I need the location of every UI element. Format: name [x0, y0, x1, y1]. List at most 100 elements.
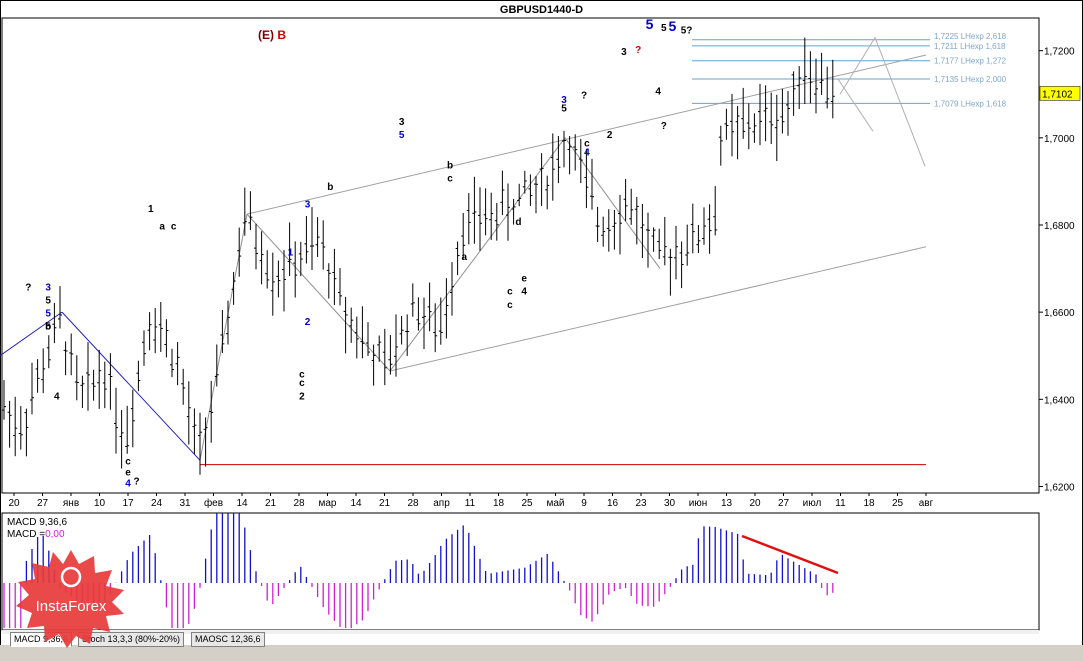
ohlc-bar	[153, 308, 158, 354]
ohlc-bar	[550, 133, 555, 201]
wave-label: 1	[148, 204, 154, 215]
ohlc-bar	[181, 368, 186, 405]
chart-title: GBPUSD1440-D	[500, 4, 583, 16]
ohlc-bar	[601, 216, 606, 247]
ohlc-bar	[80, 375, 85, 408]
wave-label: d	[515, 217, 521, 228]
ohlc-bar	[192, 408, 197, 455]
ohlc-bar	[142, 330, 146, 366]
ohlc-bar	[293, 241, 298, 298]
ohlc-bar	[237, 227, 242, 277]
wave-label: e	[125, 468, 131, 479]
wave-line	[199, 214, 248, 461]
ohlc-bar	[730, 93, 734, 157]
ohlc-bar	[41, 348, 46, 394]
ohlc-bar	[164, 319, 169, 358]
ohlc-bar	[315, 217, 320, 257]
wave-label: ?	[661, 121, 667, 132]
wave-label: 2	[607, 130, 613, 141]
channel-upper	[246, 54, 927, 215]
x-tick-label: мар	[319, 498, 337, 509]
ohlc-bar	[562, 130, 566, 168]
wave-label: c	[507, 287, 513, 298]
wave-label: b	[45, 322, 51, 333]
fib-level-label: 1,7079 LHexp 1,618	[934, 99, 1007, 108]
x-tick-label: 18	[863, 498, 875, 509]
current-price-box	[1039, 86, 1081, 101]
x-tick-label: 20	[8, 498, 20, 509]
ohlc-bar	[444, 278, 449, 339]
ohlc-bar	[763, 85, 768, 142]
ohlc-bar	[735, 106, 740, 160]
price-tick-label: 1,7200	[1044, 47, 1075, 58]
ohlc-bar	[338, 268, 342, 306]
wave-label: 3	[399, 117, 405, 128]
price-tick-label: 1,6200	[1044, 482, 1075, 493]
wave-label: a	[462, 252, 468, 263]
ohlc-bar	[578, 138, 583, 184]
instaforex-logo: InstaForex	[16, 550, 124, 648]
x-tick-label: 28	[407, 498, 419, 509]
main-plot-border	[1, 17, 1040, 494]
ohlc-bar	[63, 341, 68, 376]
ohlc-bar	[466, 193, 471, 245]
ohlc-bar	[657, 228, 662, 259]
wave-label: ?	[635, 45, 641, 56]
ohlc-bar	[86, 342, 90, 411]
tab-stoch[interactable]: Stoch 13,3,3 (80%-20%)	[78, 632, 185, 647]
ohlc-bar	[7, 400, 12, 448]
tab-maosc[interactable]: MAOSC 12,36,6	[191, 632, 265, 647]
ohlc-bar	[254, 223, 258, 270]
x-tick-label: июн	[689, 498, 708, 509]
ohlc-bar	[382, 328, 387, 386]
wave-label: 1	[288, 248, 294, 259]
ohlc-bar	[819, 52, 824, 95]
ohlc-bar	[506, 183, 510, 241]
wave-label: 4	[54, 391, 60, 402]
ohlc-bar	[30, 362, 34, 415]
x-tick-label: 14	[236, 498, 248, 509]
top-wave-label-part2: B	[277, 28, 286, 42]
current-price-label: 1,7102	[1042, 89, 1073, 100]
projection-line	[837, 78, 874, 132]
ohlc-bar	[326, 263, 331, 299]
ohlc-bar	[35, 359, 40, 393]
x-tick-label: апр	[433, 498, 450, 509]
x-tick-label: май	[546, 498, 564, 509]
wave-label: 4	[655, 86, 661, 97]
ohlc-bar	[69, 333, 74, 376]
wave-label: c	[171, 221, 177, 232]
ohlc-bar	[394, 314, 398, 377]
x-tick-label: 25	[892, 498, 904, 509]
ohlc-bar	[746, 103, 751, 150]
ohlc-bar	[696, 224, 701, 254]
ohlc-bar	[483, 188, 488, 236]
ohlc-bar	[522, 170, 527, 194]
ohlc-bar	[646, 212, 650, 268]
wave-label: c	[584, 139, 590, 150]
top-wave-label: (E) B	[258, 28, 286, 42]
ohlc-bar	[433, 303, 438, 353]
ohlc-bar	[606, 209, 611, 252]
ohlc-bar	[494, 202, 499, 241]
ohlc-bar	[780, 88, 785, 134]
wave-label: 3	[45, 282, 51, 293]
wave-label: c	[507, 300, 513, 311]
ohlc-bar	[186, 381, 191, 445]
wave-label: 5?	[681, 25, 693, 36]
ohlc-bar	[91, 369, 96, 401]
ohlc-bar	[455, 241, 460, 276]
macd-value: MACD =0,00	[7, 529, 65, 540]
ohlc-bar	[399, 315, 404, 345]
x-tick-label: 31	[179, 498, 191, 509]
x-tick-label: 13	[721, 498, 733, 509]
ohlc-bar	[662, 216, 667, 266]
wave-label: 4	[521, 287, 527, 298]
ohlc-bar	[808, 51, 813, 104]
ohlc-bar	[270, 252, 275, 316]
wave-label: 5	[45, 295, 51, 306]
x-tick-label: 24	[151, 498, 163, 509]
ohlc-bar	[634, 196, 639, 245]
ohlc-bar	[388, 335, 393, 375]
